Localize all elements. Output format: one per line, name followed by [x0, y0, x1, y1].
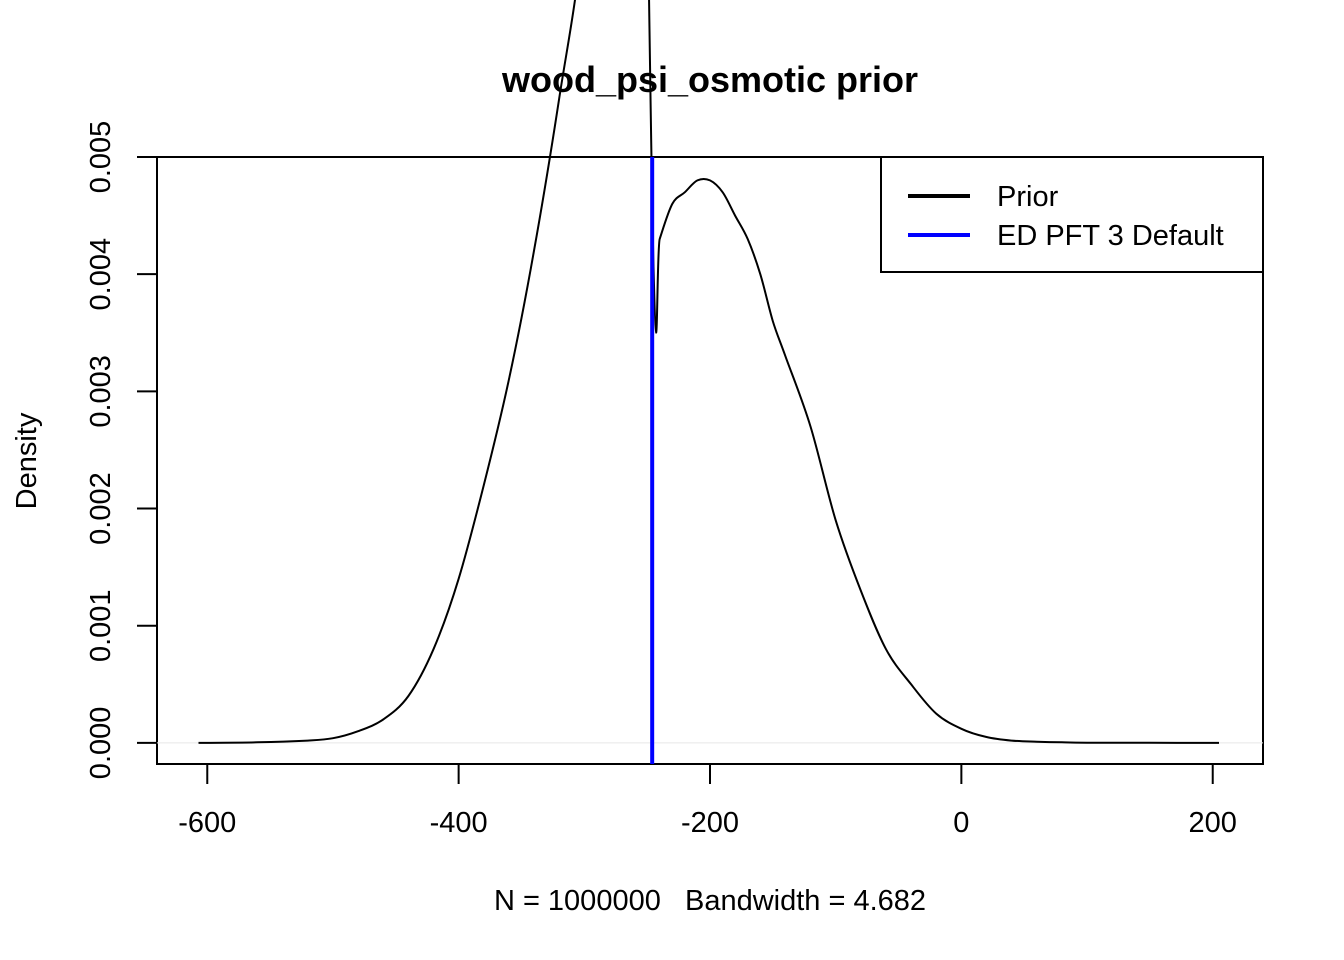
y-tick-label: 0.003	[85, 355, 117, 428]
x-tick-label: 200	[1189, 807, 1237, 839]
legend-label-prior: Prior	[997, 181, 1059, 213]
prior-density-curve	[199, 0, 1220, 743]
x-tick-label: -400	[430, 807, 488, 839]
y-tick-label: 0.001	[85, 589, 117, 662]
y-tick-label: 0.002	[85, 472, 117, 545]
legend-box	[881, 157, 1263, 272]
y-axis-label: Density	[11, 412, 43, 509]
chart-title: wood_psi_osmotic prior	[501, 59, 918, 100]
x-tick-label: -200	[681, 807, 739, 839]
legend: Prior ED PFT 3 Default	[881, 157, 1263, 272]
y-tick-label: 0.000	[85, 707, 117, 780]
x-axis: -600 -400 -200 0 200	[178, 764, 1237, 839]
x-tick-label: 0	[953, 807, 969, 839]
legend-label-default: ED PFT 3 Default	[997, 220, 1224, 252]
x-tick-label: -600	[178, 807, 236, 839]
y-tick-label: 0.005	[85, 121, 117, 194]
y-axis: 0.000 0.001 0.002 0.003 0.004 0.005	[85, 121, 157, 779]
x-axis-label: N = 1000000 Bandwidth = 4.682	[494, 885, 926, 917]
y-tick-label: 0.004	[85, 238, 117, 311]
